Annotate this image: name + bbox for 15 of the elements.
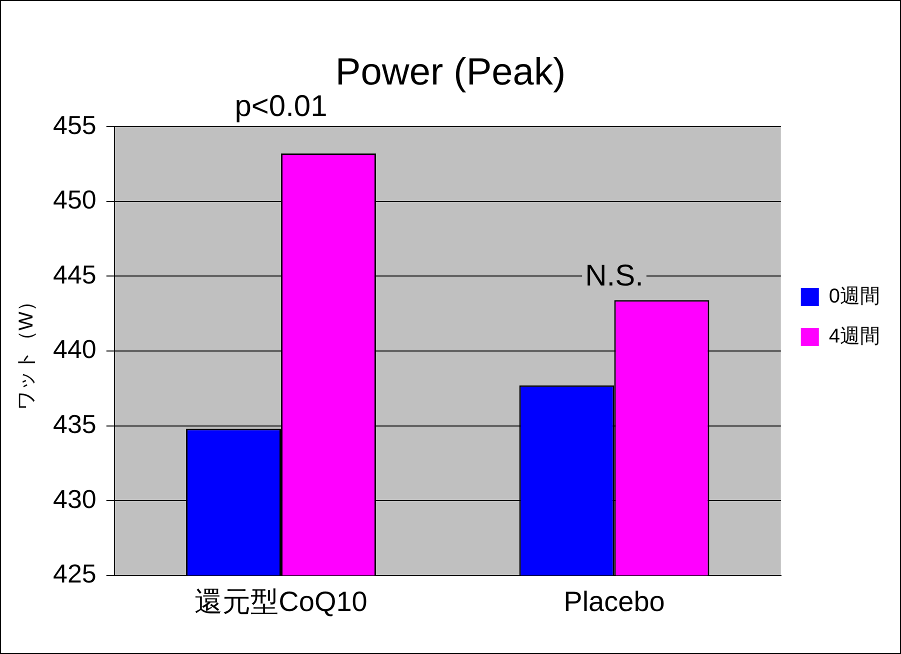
y-tick-label: 450: [52, 184, 96, 215]
x-tick-label: 還元型CoQ10: [194, 586, 368, 617]
y-tick-label: 430: [52, 484, 96, 514]
y-tick-label: 455: [52, 110, 96, 140]
y-tick-label: 435: [52, 408, 96, 439]
y-tick-label: 425: [52, 558, 96, 589]
x-tick-label: Placebo: [564, 586, 665, 617]
text: p<0.01: [234, 90, 328, 123]
y-axis-title: ワット（W）: [16, 292, 38, 410]
legend-label: 4週間: [828, 326, 880, 348]
legend-label: 0週間: [828, 286, 880, 308]
chart-title: Power (Peak): [335, 51, 566, 94]
y-tick-label: 440: [52, 334, 96, 364]
annotation: N.S.: [585, 259, 644, 292]
y-tick-label: 445: [52, 259, 96, 290]
